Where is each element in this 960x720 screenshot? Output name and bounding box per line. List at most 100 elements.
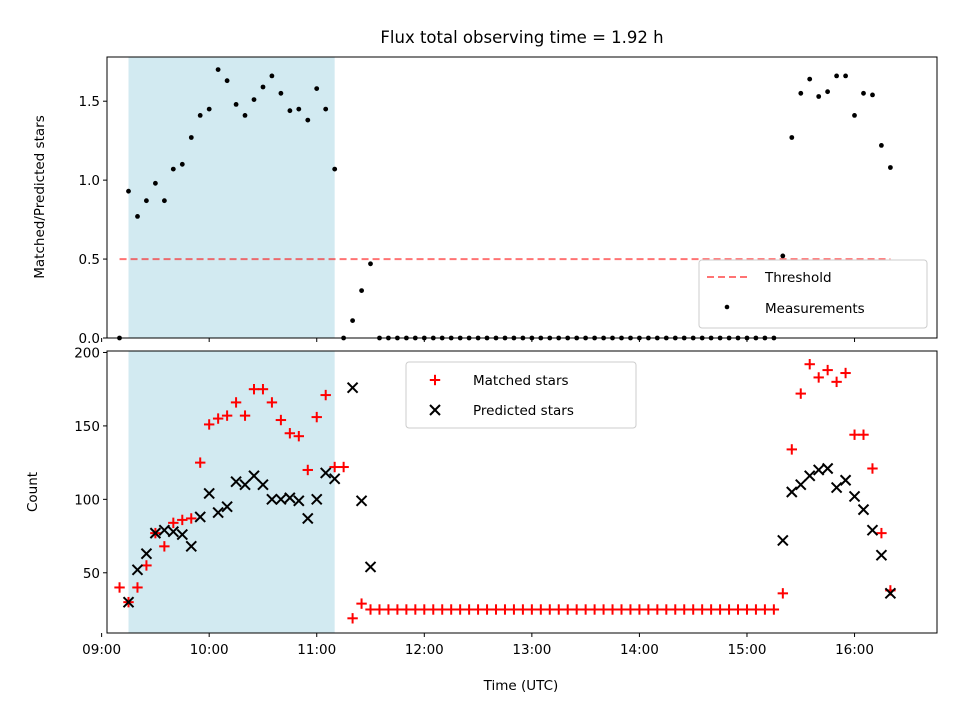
measurement-point <box>179 161 185 167</box>
matched-star-point <box>822 364 833 376</box>
matched-star-point <box>652 604 663 615</box>
measurement-point <box>260 84 266 90</box>
matched-star-point <box>687 604 699 615</box>
matched-star-point <box>616 604 627 615</box>
predicted-star-point-stroke-b <box>866 524 879 536</box>
matched-star-point <box>356 598 367 609</box>
measurement-point <box>323 106 329 112</box>
count-x-tick-label: 14:00 <box>620 642 659 658</box>
matched-star-point <box>499 604 511 615</box>
ratio-y-axis-label: Matched/Predicted stars <box>32 115 48 278</box>
predicted-star-point-stroke-b <box>319 467 332 479</box>
predicted-star-point-stroke-b <box>194 511 206 523</box>
predicted-star-point-stroke-b <box>230 476 242 488</box>
predicted-star-point-stroke-b <box>257 478 269 491</box>
measurement-point <box>825 89 830 95</box>
predicted-star-point <box>848 490 861 503</box>
measurement-point <box>126 188 131 194</box>
measurement-point <box>879 143 884 148</box>
predicted-star-point-stroke-b <box>122 596 135 608</box>
matched-star-point <box>867 463 878 474</box>
matched-legend-label: Matched stars <box>473 373 569 389</box>
matched-star-point <box>795 388 806 399</box>
predicted-star-point-stroke-b <box>212 506 224 519</box>
predicted-star-point <box>777 534 789 547</box>
predicted-star-point <box>328 473 341 485</box>
predicted-legend-marker <box>429 404 441 416</box>
matched-star-point <box>858 429 869 440</box>
predicted-star-point-stroke-b <box>328 473 341 485</box>
measurement-legend-swatch <box>724 304 730 310</box>
predicted-legend-marker-stroke-b <box>429 404 441 416</box>
measurement-point <box>350 318 355 323</box>
matched-star-point <box>741 604 753 615</box>
matched-star-point <box>212 413 224 424</box>
matched-star-point <box>643 604 654 615</box>
matched-star-point <box>840 367 851 379</box>
matched-star-point <box>696 604 708 615</box>
matched-star-point <box>159 541 170 552</box>
matched-star-point <box>679 604 690 615</box>
matched-star-point <box>813 372 824 383</box>
matched-star-point <box>284 428 296 439</box>
measurement-point <box>314 86 320 91</box>
predicted-star-point-stroke-b <box>221 500 233 513</box>
predicted-star-point-stroke-b <box>149 527 162 539</box>
measurement-point <box>162 198 167 204</box>
matched-star-point <box>114 582 125 593</box>
measurement-point <box>834 73 839 79</box>
predicted-star-point-stroke-b <box>812 464 825 476</box>
predicted-star-point <box>830 481 843 494</box>
matched-star-point <box>454 604 466 615</box>
ratio-plot-frame <box>106 56 938 339</box>
measurement-point <box>843 73 848 79</box>
predicted-legend-label: Predicted stars <box>473 403 574 419</box>
predicted-star-point <box>364 561 377 573</box>
matched-star-point <box>347 613 358 624</box>
count-y-tick-label: 100 <box>74 492 100 508</box>
predicted-star-point <box>149 527 162 539</box>
count-x-ticks: 09:00 10:00 11:00 12:00 13:00 14:00 15:00 16:00 <box>82 633 874 658</box>
predicted-star-point-stroke-b <box>786 486 798 498</box>
matched-star-point <box>750 604 762 615</box>
predicted-star-point <box>293 495 305 507</box>
measurement-point <box>242 113 248 118</box>
predicted-star-point-stroke-b <box>848 490 861 503</box>
chart-title: Flux total observing time = 1.92 h <box>380 28 663 47</box>
measurement-point <box>206 106 212 112</box>
matched-star-point <box>239 410 251 421</box>
predicted-star-point <box>884 587 897 600</box>
predicted-star-point <box>221 500 233 513</box>
matched-star-point <box>804 359 815 370</box>
predicted-star-point-stroke-b <box>140 547 153 560</box>
matched-star-point <box>203 419 215 430</box>
predicted-star-point <box>346 382 359 394</box>
predicted-star-point-stroke-b <box>804 470 816 482</box>
count-points <box>114 359 897 624</box>
predicted-star-point-stroke-b <box>821 462 834 475</box>
matched-star-point <box>463 604 475 615</box>
matched-star-point <box>625 604 636 615</box>
matched-star-point <box>714 604 726 615</box>
predicted-star-point-stroke-b <box>830 481 843 494</box>
predicted-star-point-stroke-b <box>884 587 897 600</box>
count-x-tick-label: 11:00 <box>297 642 336 658</box>
measurement-point <box>780 253 786 259</box>
predicted-star-point <box>167 525 180 538</box>
predicted-star-point-stroke-b <box>364 561 377 573</box>
predicted-star-point <box>821 462 834 475</box>
predicted-legend-swatch <box>429 404 441 416</box>
matched-star-point <box>777 588 789 599</box>
matched-star-point <box>607 604 618 615</box>
matched-star-point <box>132 582 143 593</box>
measurement-point <box>269 73 275 79</box>
matched-star-point <box>410 604 421 615</box>
predicted-star-point <box>857 503 870 516</box>
predicted-star-point <box>839 474 852 486</box>
predicted-star-point <box>131 564 144 576</box>
count-x-tick-label: 10:00 <box>190 642 229 658</box>
predicted-star-point <box>239 478 251 491</box>
matched-star-point <box>526 604 538 615</box>
predicted-star-point <box>284 492 296 504</box>
